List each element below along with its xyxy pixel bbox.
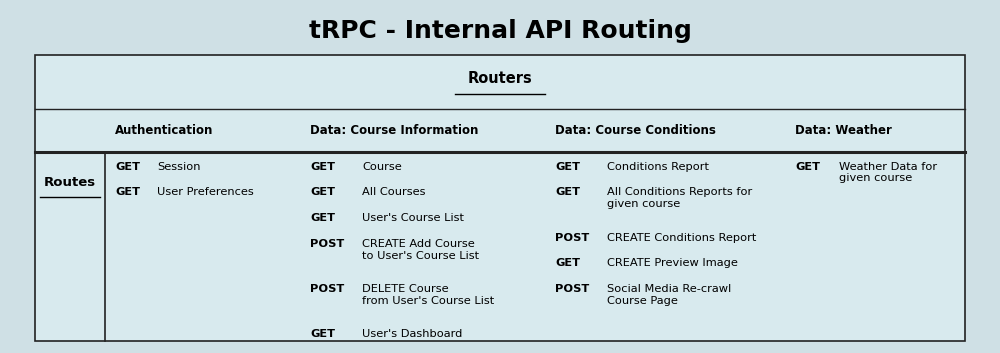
Text: Course: Course [362,162,402,172]
Text: User's Dashboard: User's Dashboard [362,329,462,339]
Text: POST: POST [555,233,589,243]
Text: CREATE Preview Image: CREATE Preview Image [607,258,738,268]
Text: Authentication: Authentication [115,124,213,137]
Text: Routers: Routers [468,71,532,86]
Text: Weather Data for
given course: Weather Data for given course [839,162,937,183]
Text: POST: POST [310,239,344,249]
Text: POST: POST [310,284,344,294]
Text: GET: GET [115,162,140,172]
Text: tRPC - Internal API Routing: tRPC - Internal API Routing [309,19,691,43]
Text: Data: Course Information: Data: Course Information [310,124,478,137]
Text: All Courses: All Courses [362,187,426,197]
Text: DELETE Course
from User's Course List: DELETE Course from User's Course List [362,284,494,306]
Text: Data: Course Conditions: Data: Course Conditions [555,124,716,137]
Text: Session: Session [157,162,200,172]
Text: GET: GET [310,329,335,339]
Text: GET: GET [310,213,335,223]
Text: User Preferences: User Preferences [157,187,254,197]
Text: POST: POST [555,284,589,294]
Text: Social Media Re-crawl
Course Page: Social Media Re-crawl Course Page [607,284,731,306]
Text: Data: Weather: Data: Weather [795,124,892,137]
Text: GET: GET [555,258,580,268]
Text: GET: GET [555,162,580,172]
Text: GET: GET [795,162,820,172]
Text: GET: GET [115,187,140,197]
Text: GET: GET [555,187,580,197]
Text: GET: GET [310,162,335,172]
Text: Routes: Routes [44,176,96,189]
Text: User's Course List: User's Course List [362,213,464,223]
Text: Conditions Report: Conditions Report [607,162,709,172]
Text: CREATE Conditions Report: CREATE Conditions Report [607,233,756,243]
Text: All Conditions Reports for
given course: All Conditions Reports for given course [607,187,752,209]
Text: CREATE Add Course
to User's Course List: CREATE Add Course to User's Course List [362,239,479,261]
Text: GET: GET [310,187,335,197]
FancyBboxPatch shape [35,55,965,341]
